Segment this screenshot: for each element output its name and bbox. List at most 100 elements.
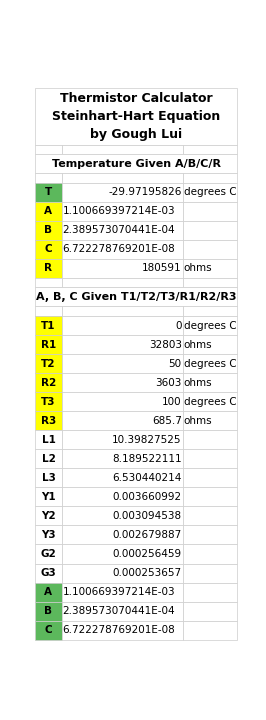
Bar [35,431,61,449]
Bar [183,468,237,487]
Text: 1.100669397214E-03: 1.100669397214E-03 [63,587,175,597]
Bar [35,154,237,174]
Bar [183,392,237,411]
Text: Y3: Y3 [41,530,56,540]
Text: T: T [45,187,52,197]
Bar [35,221,61,240]
Bar [35,411,61,431]
Bar [61,506,183,526]
Bar [35,506,61,526]
Text: R3: R3 [41,415,56,426]
Text: 685.7: 685.7 [152,415,182,426]
Text: ohms: ohms [184,415,213,426]
Bar [61,431,183,449]
Bar [35,88,237,145]
Bar [183,564,237,582]
Text: 0.003660992: 0.003660992 [113,492,182,502]
Text: A: A [44,206,52,216]
Bar [183,145,237,154]
Bar [183,506,237,526]
Text: 3603: 3603 [155,378,182,387]
Bar [183,582,237,602]
Bar [61,487,183,506]
Text: 8.189522111: 8.189522111 [112,454,182,464]
Bar [61,221,183,240]
Bar [183,221,237,240]
Text: A, B, C Given T1/T2/T3/R1/R2/R3: A, B, C Given T1/T2/T3/R1/R2/R3 [36,292,236,302]
Text: Temperature Given A/B/C/R: Temperature Given A/B/C/R [52,158,221,168]
Bar [35,564,61,582]
Text: L2: L2 [41,454,55,464]
Bar [183,487,237,506]
Text: ohms: ohms [184,378,213,387]
Text: 6.722278769201E-08: 6.722278769201E-08 [63,244,175,254]
Bar [183,411,237,431]
Text: A: A [44,587,52,597]
Bar [61,307,183,316]
Bar [61,259,183,278]
Bar [183,526,237,544]
Bar [35,278,61,287]
Text: B: B [44,606,52,616]
Bar [183,621,237,639]
Bar [35,183,61,202]
Text: L3: L3 [41,473,55,483]
Bar [61,240,183,259]
Bar [35,582,61,602]
Text: R: R [44,264,52,274]
Text: 0.000256459: 0.000256459 [113,549,182,559]
Text: T1: T1 [41,320,56,330]
Text: 0.000253657: 0.000253657 [113,568,182,578]
Bar [35,174,61,183]
Bar [61,174,183,183]
Bar [35,335,61,354]
Bar [61,449,183,468]
Text: 6.722278769201E-08: 6.722278769201E-08 [63,625,175,635]
Bar [183,307,237,316]
Bar [183,602,237,621]
Bar [61,145,183,154]
Text: Thermistor Calculator
Steinhart-Hart Equation
by Gough Lui: Thermistor Calculator Steinhart-Hart Equ… [52,91,221,140]
Bar [183,544,237,564]
Bar [61,278,183,287]
Bar [61,526,183,544]
Text: L1: L1 [41,435,55,445]
Text: degrees C: degrees C [184,187,236,197]
Text: B: B [44,225,52,235]
Bar [35,392,61,411]
Bar [35,259,61,278]
Bar [61,564,183,582]
Bar [35,240,61,259]
Bar [61,354,183,373]
Text: Y1: Y1 [41,492,56,502]
Bar [35,468,61,487]
Bar [183,202,237,221]
Text: -29.97195826: -29.97195826 [108,187,182,197]
Bar [183,259,237,278]
Bar [35,526,61,544]
Bar [35,316,61,335]
Bar [61,411,183,431]
Text: 180591: 180591 [142,264,182,274]
Bar [61,468,183,487]
Bar [61,392,183,411]
Bar [35,145,61,154]
Text: C: C [45,244,52,254]
Text: G3: G3 [41,568,56,578]
Bar [61,183,183,202]
Bar [183,316,237,335]
Bar [183,174,237,183]
Bar [35,373,61,392]
Text: 2.389573070441E-04: 2.389573070441E-04 [63,225,175,235]
Bar [35,287,237,307]
Bar [183,183,237,202]
Text: ohms: ohms [184,340,213,349]
Bar [183,240,237,259]
Bar [35,602,61,621]
Text: 32803: 32803 [149,340,182,349]
Text: T3: T3 [41,397,56,407]
Bar [61,602,183,621]
Bar [61,582,183,602]
Text: R2: R2 [41,378,56,387]
Text: ohms: ohms [184,264,213,274]
